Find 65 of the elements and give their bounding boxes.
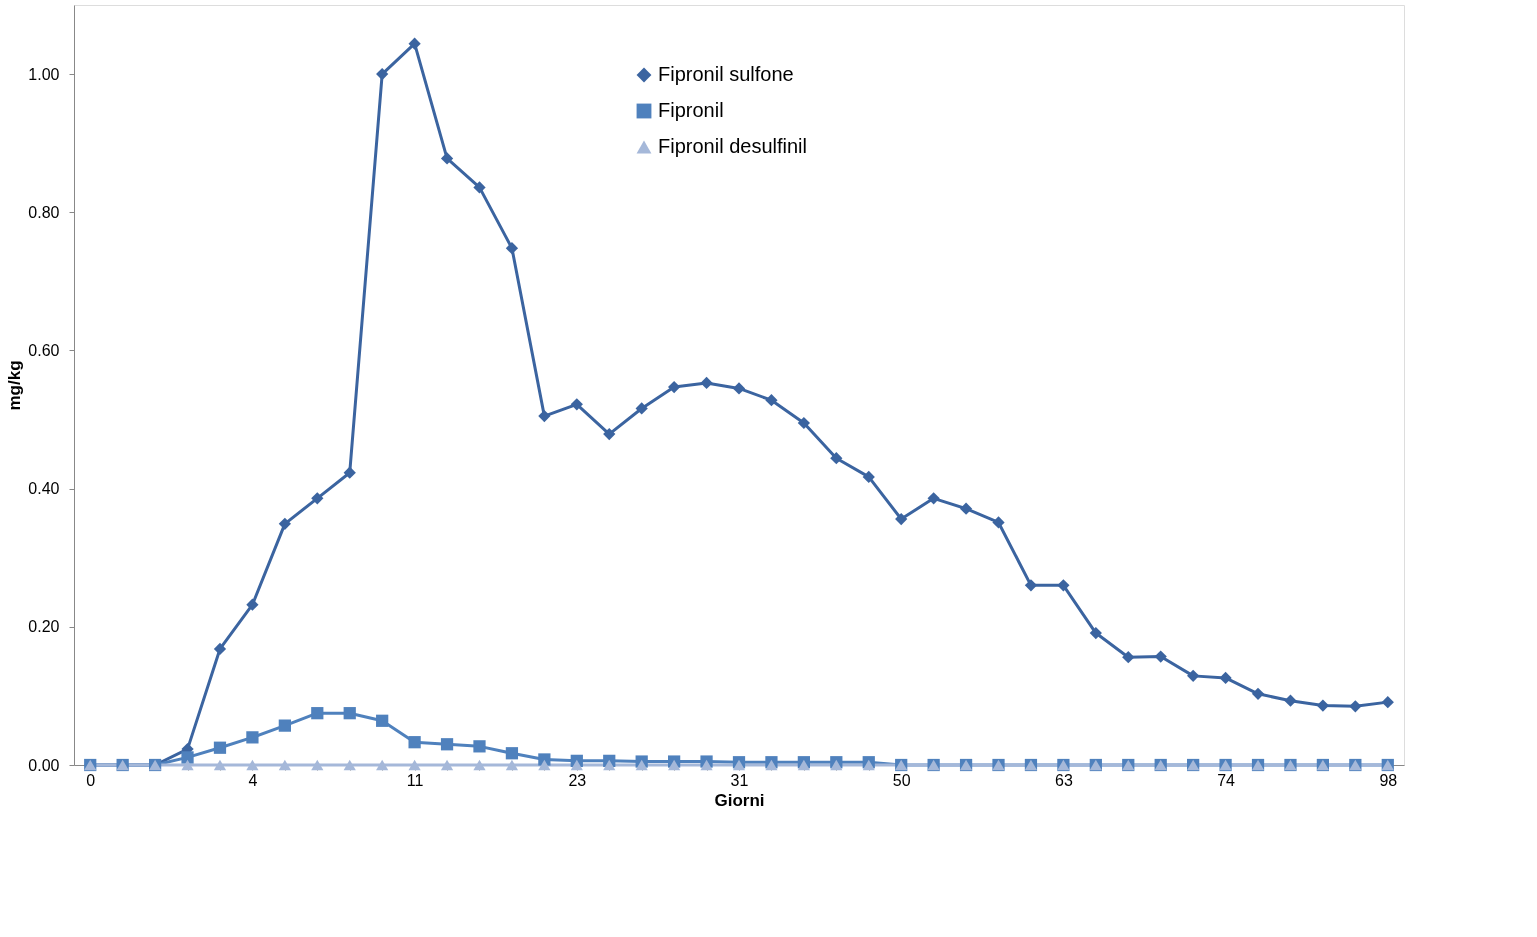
- x-tick-label: 63: [1054, 771, 1073, 789]
- point: [408, 736, 421, 749]
- point: [830, 452, 843, 465]
- point: [343, 707, 356, 720]
- x-tick-label: 74: [1217, 771, 1236, 789]
- point: [1284, 694, 1297, 707]
- y-tick-label: 0.20: [28, 618, 60, 636]
- x-tick-label: 50: [892, 771, 911, 789]
- point: [505, 747, 519, 760]
- point: [505, 242, 519, 255]
- point: [1251, 687, 1265, 700]
- legend-label: Fipronil desulfinil: [658, 135, 807, 157]
- x-tick-label: 0: [86, 771, 96, 789]
- legend-label: Fipronil sulfone: [658, 63, 794, 85]
- y-tick-label: 0.60: [28, 341, 60, 359]
- point: [668, 380, 681, 394]
- point: [376, 67, 389, 81]
- point: [1187, 669, 1200, 682]
- point: [278, 759, 291, 771]
- point: [1089, 626, 1102, 640]
- point: [213, 642, 227, 656]
- x-axis-title: Giorni: [714, 790, 765, 810]
- point: [1219, 671, 1232, 685]
- x-tick-label: 4: [248, 771, 258, 789]
- point: [1381, 696, 1394, 709]
- point: [376, 714, 389, 727]
- point: [440, 759, 454, 771]
- point: [1349, 700, 1362, 713]
- point: [700, 376, 713, 390]
- point: [603, 427, 616, 441]
- point: [440, 738, 454, 751]
- point: [1122, 651, 1135, 664]
- point: [440, 152, 454, 165]
- point: [311, 707, 324, 720]
- point: [376, 759, 389, 771]
- y-tick-label: 0.00: [28, 756, 60, 774]
- point: [668, 759, 681, 771]
- point: [278, 517, 291, 530]
- point: [343, 759, 356, 771]
- legend-label: Fipronil: [658, 99, 724, 121]
- point: [1024, 579, 1038, 592]
- y-tick-label: 1.00: [28, 65, 60, 83]
- point: [603, 759, 616, 771]
- point: [570, 759, 583, 771]
- point: [895, 512, 908, 526]
- point: [732, 382, 746, 395]
- x-tick-label: 23: [568, 771, 587, 789]
- point: [505, 759, 519, 771]
- x-tick-label: 31: [730, 771, 749, 789]
- y-tick-label: 0.40: [28, 480, 60, 498]
- point: [797, 416, 810, 430]
- point: [862, 470, 875, 484]
- point: [765, 394, 778, 407]
- point: [538, 409, 551, 423]
- y-tick-label: 0.80: [28, 203, 60, 221]
- point: [278, 719, 291, 732]
- x-tick-label: 98: [1379, 771, 1398, 789]
- x-tick-label: 11: [406, 771, 424, 789]
- point: [570, 398, 583, 411]
- point: [213, 759, 227, 771]
- point: [1316, 699, 1330, 712]
- point: [213, 741, 227, 754]
- point: [343, 466, 356, 479]
- y-axis-title: mg/kg: [5, 360, 25, 411]
- point: [959, 502, 973, 515]
